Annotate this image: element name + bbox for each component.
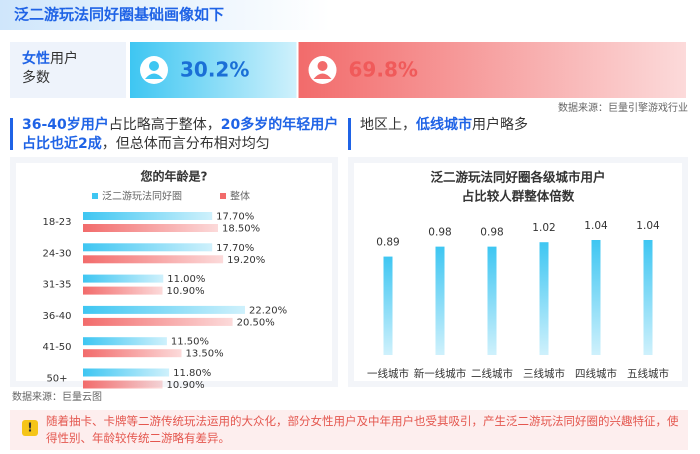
category-label: 一线城市 (367, 367, 409, 380)
note-icon-mark: ! (27, 421, 32, 435)
bar (83, 243, 213, 252)
value-label: 0.98 (480, 227, 503, 239)
value-label: 19.20% (227, 255, 265, 266)
category-label: 18-23 (42, 217, 71, 228)
category-label: 36-40 (42, 311, 71, 322)
gender-label-box (10, 42, 126, 98)
category-label: 四线城市 (575, 367, 617, 380)
share-bar (298, 42, 686, 98)
chart-title: 占比较人群整体倍数 (462, 189, 575, 204)
bar (83, 274, 164, 283)
share-label: 30.2% (180, 58, 249, 82)
category-label: 新一线城市 (414, 367, 467, 380)
value-label: 20.50% (237, 317, 275, 328)
note-text: 随着抽卡、卡牌等二游传统玩法运用的大众化，部分女性用户及中年用户也受其吸引，产生… (46, 414, 679, 445)
heading-bar (348, 118, 351, 150)
bar (539, 242, 549, 355)
header-band (0, 0, 330, 30)
text: 用户略多 (472, 117, 528, 133)
chart-title: 您的年龄是? (141, 169, 208, 184)
legend-label: 泛二游玩法同好圈 (102, 190, 182, 203)
value-label: 17.70% (216, 212, 254, 223)
category-label: 五线城市 (627, 367, 669, 380)
source: 数据来源：巨量云图 (12, 390, 102, 403)
value-label: 11.80% (173, 368, 211, 379)
panel-inner (16, 163, 332, 381)
text: 用户多数 (22, 51, 78, 86)
gender-label: 女性用户多数 (22, 50, 84, 88)
value-label: 18.50% (222, 224, 260, 235)
legend-swatch (220, 193, 226, 199)
bar (591, 240, 601, 355)
legend-swatch (92, 193, 98, 199)
note-box (10, 410, 688, 450)
bar (643, 240, 653, 355)
emphasis: 36-40岁用户 (22, 117, 109, 133)
panel-inner (354, 163, 682, 381)
emphasis: 低线城市 (416, 117, 472, 133)
category-label: 41-50 (42, 342, 71, 353)
bar (435, 246, 445, 355)
source: 数据来源：巨量引擎游戏行业 (558, 101, 688, 114)
value-label: 22.20% (249, 305, 287, 316)
share-icon-body (145, 73, 163, 79)
share-icon-head (317, 61, 328, 71)
value-label: 13.50% (186, 349, 224, 360)
value-label: 17.70% (216, 243, 254, 254)
share-icon-head (149, 61, 159, 71)
page-title: 泛二游玩法同好圈基础画像如下 (14, 6, 224, 24)
section-heading: 36-40岁用户占比略高于整体，20多岁的年轻用户占比也近2成，但总体而言分布相… (22, 116, 340, 154)
bar (83, 337, 167, 346)
category-label: 三线城市 (523, 367, 565, 380)
bar (83, 349, 182, 358)
share-icon-body (313, 73, 332, 79)
value-label: 1.04 (584, 220, 608, 232)
text: 地区上， (360, 117, 416, 133)
emphasis: 20多岁的年轻用户占比也近2成 (22, 117, 339, 152)
bar (83, 255, 224, 264)
bar (83, 224, 218, 232)
category-label: 50+ (46, 374, 67, 385)
category-label: 二线城市 (471, 367, 513, 380)
bar (83, 368, 170, 377)
value-label: 11.00% (167, 274, 205, 285)
value-label: 11.50% (171, 337, 209, 348)
legend-label: 整体 (230, 190, 250, 203)
heading-bar (10, 118, 13, 150)
bar (83, 380, 163, 389)
note-icon (22, 420, 38, 436)
value-label: 10.90% (167, 380, 205, 391)
bar (83, 286, 163, 295)
bar (487, 246, 497, 355)
value-label: 0.98 (428, 227, 451, 239)
bar (83, 317, 233, 326)
bar (83, 305, 245, 314)
value-label: 1.02 (532, 222, 555, 234)
text: ，但总体而言分布相对均匀 (101, 136, 270, 152)
share-label: 69.8% (349, 58, 418, 82)
category-label: 24-30 (42, 248, 71, 259)
value-label: 1.04 (636, 220, 660, 232)
value-label: 10.90% (167, 286, 205, 297)
bar (383, 256, 393, 355)
value-label: 0.89 (376, 237, 399, 249)
section-heading: 地区上，低线城市用户略多 (360, 116, 680, 135)
emphasis: 女性 (22, 51, 50, 67)
text: 占比略高于整体， (108, 117, 221, 133)
category-label: 31-35 (42, 280, 71, 291)
chart-title: 泛二游玩法同好圈各级城市用户 (430, 170, 605, 185)
bar (83, 212, 213, 220)
